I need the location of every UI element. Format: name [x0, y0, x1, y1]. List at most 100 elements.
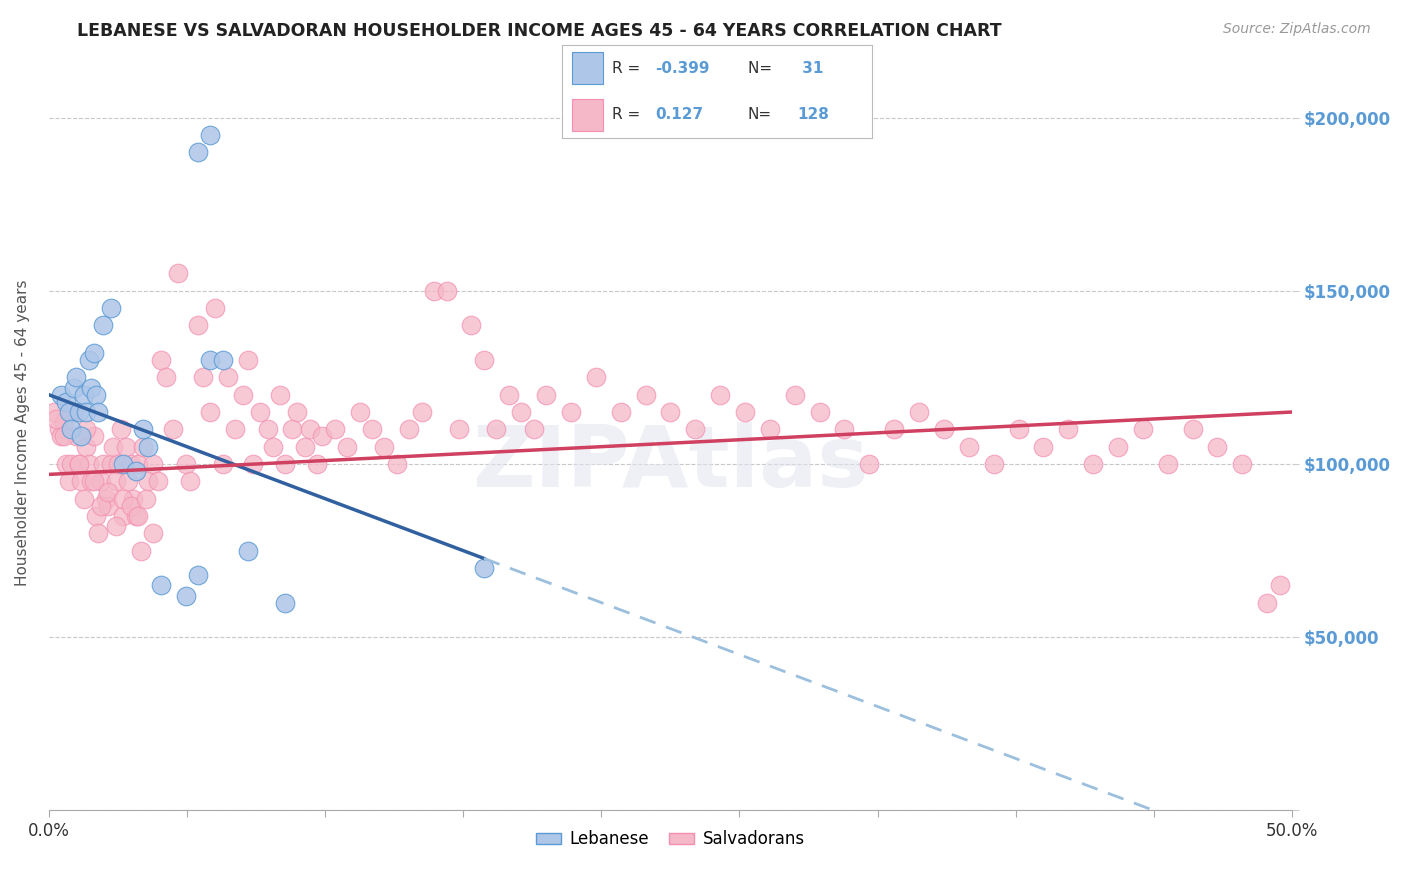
Point — [217, 370, 239, 384]
Point — [72, 387, 94, 401]
Point — [1181, 422, 1204, 436]
Point — [58, 475, 80, 489]
Point — [759, 422, 782, 436]
Point — [361, 422, 384, 436]
Point — [87, 405, 110, 419]
Point — [84, 387, 107, 401]
Point — [83, 346, 105, 360]
Point — [93, 318, 115, 333]
Point — [112, 457, 135, 471]
Point — [256, 422, 278, 436]
Point — [127, 457, 149, 471]
Point — [204, 301, 226, 315]
Point — [125, 464, 148, 478]
Point — [385, 457, 408, 471]
Point — [783, 387, 806, 401]
Point — [472, 561, 495, 575]
Point — [1268, 578, 1291, 592]
Point — [84, 508, 107, 523]
Point — [67, 457, 90, 471]
Point — [51, 387, 73, 401]
Point — [120, 457, 142, 471]
Text: N=: N= — [748, 61, 778, 76]
Point — [62, 381, 84, 395]
Point — [120, 499, 142, 513]
Point — [883, 422, 905, 436]
Point — [110, 422, 132, 436]
Point — [117, 475, 139, 489]
Point — [1206, 440, 1229, 454]
Point — [52, 429, 75, 443]
Point — [685, 422, 707, 436]
Point — [211, 353, 233, 368]
Point — [609, 405, 631, 419]
Point — [75, 422, 97, 436]
Point — [60, 405, 83, 419]
Text: Source: ZipAtlas.com: Source: ZipAtlas.com — [1223, 22, 1371, 37]
Point — [100, 301, 122, 315]
Point — [808, 405, 831, 419]
Point — [236, 353, 259, 368]
Y-axis label: Householder Income Ages 45 - 64 years: Householder Income Ages 45 - 64 years — [15, 279, 30, 586]
Point — [42, 405, 65, 419]
Point — [55, 457, 77, 471]
Point — [55, 394, 77, 409]
Point — [498, 387, 520, 401]
Point — [187, 567, 209, 582]
Point — [60, 422, 83, 436]
Point — [1132, 422, 1154, 436]
Point — [114, 440, 136, 454]
Point — [142, 457, 165, 471]
Point — [1081, 457, 1104, 471]
Point — [122, 491, 145, 506]
Point — [90, 475, 112, 489]
Point — [373, 440, 395, 454]
Point — [983, 457, 1005, 471]
Point — [48, 422, 70, 436]
Point — [585, 370, 607, 384]
Point — [62, 405, 84, 419]
Point — [80, 381, 103, 395]
Point — [136, 440, 159, 454]
Point — [103, 440, 125, 454]
Point — [224, 422, 246, 436]
Point — [142, 526, 165, 541]
Text: 0.127: 0.127 — [655, 107, 703, 122]
Point — [70, 429, 93, 443]
Point — [67, 405, 90, 419]
Point — [287, 405, 309, 419]
Point — [262, 440, 284, 454]
Point — [72, 491, 94, 506]
Point — [294, 440, 316, 454]
Point — [307, 457, 329, 471]
Point — [1107, 440, 1129, 454]
Point — [94, 491, 117, 506]
Point — [60, 457, 83, 471]
Point — [174, 457, 197, 471]
Point — [211, 457, 233, 471]
Point — [1032, 440, 1054, 454]
Point — [834, 422, 856, 436]
Text: ZIPAtlas: ZIPAtlas — [472, 422, 869, 505]
Point — [200, 128, 222, 142]
Point — [83, 429, 105, 443]
Point — [523, 422, 546, 436]
Point — [734, 405, 756, 419]
Text: R =: R = — [612, 61, 645, 76]
Text: LEBANESE VS SALVADORAN HOUSEHOLDER INCOME AGES 45 - 64 YEARS CORRELATION CHART: LEBANESE VS SALVADORAN HOUSEHOLDER INCOM… — [77, 22, 1002, 40]
Text: R =: R = — [612, 107, 650, 122]
Point — [232, 387, 254, 401]
Point — [298, 422, 321, 436]
Point — [51, 429, 73, 443]
Point — [187, 318, 209, 333]
Point — [125, 508, 148, 523]
Point — [167, 267, 190, 281]
Point — [957, 440, 980, 454]
Point — [112, 508, 135, 523]
Point — [83, 475, 105, 489]
Point — [560, 405, 582, 419]
Point — [1256, 596, 1278, 610]
Point — [281, 422, 304, 436]
Point — [90, 499, 112, 513]
Point — [191, 370, 214, 384]
